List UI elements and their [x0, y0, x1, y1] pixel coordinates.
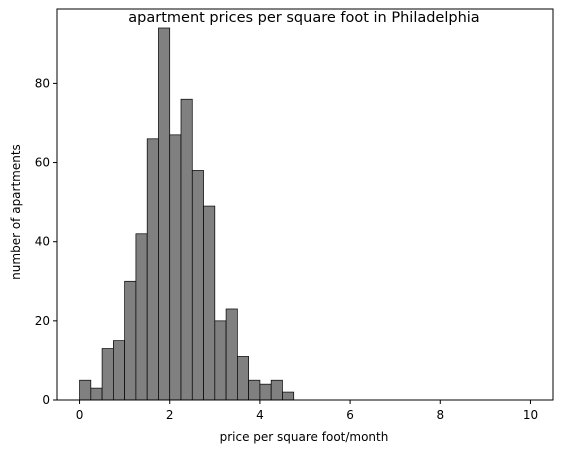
histogram-bar: [158, 27, 171, 401]
bars-group: [79, 27, 295, 401]
y-tick-label: 80: [35, 76, 50, 90]
histogram-bar: [237, 356, 249, 401]
histogram-bar: [282, 391, 295, 401]
y-tick-label: 60: [35, 156, 50, 170]
y-ticks: 0 20 40 60 80: [35, 76, 57, 407]
x-tick-label: 8: [436, 408, 444, 422]
histogram-bar: [248, 379, 261, 401]
histogram-bar: [124, 280, 137, 401]
histogram-bar: [135, 233, 148, 401]
histogram-bar: [259, 383, 272, 401]
x-tick-label: 6: [346, 408, 354, 422]
histogram-bar: [169, 134, 182, 401]
y-tick-label: 20: [35, 314, 50, 328]
histogram-bar: [270, 379, 283, 401]
chart-title: apartment prices per square foot in Phil…: [128, 10, 479, 26]
histogram-bar: [90, 387, 103, 401]
y-tick-label: 0: [42, 393, 50, 407]
histogram-bar: [214, 320, 227, 401]
histogram-bar: [180, 98, 193, 401]
histogram-bar: [203, 205, 216, 401]
histogram-bar: [101, 348, 114, 401]
y-axis-label: number of apartments: [9, 144, 23, 280]
x-tick-label: 4: [256, 408, 264, 422]
x-tick-label: 2: [166, 408, 174, 422]
x-tick-label: 10: [523, 408, 538, 422]
x-axis-label: price per square foot/month: [220, 430, 389, 444]
histogram-bar: [146, 138, 159, 401]
x-tick-label: 0: [76, 408, 84, 422]
y-tick-label: 40: [35, 235, 50, 249]
histogram-bar: [79, 379, 92, 401]
histogram-bar: [113, 340, 125, 401]
x-ticks: 0 2 4 6 8 10: [76, 400, 538, 422]
histogram-bar: [191, 170, 204, 401]
plot-frame: [56, 8, 554, 401]
histogram-bar: [225, 308, 238, 401]
